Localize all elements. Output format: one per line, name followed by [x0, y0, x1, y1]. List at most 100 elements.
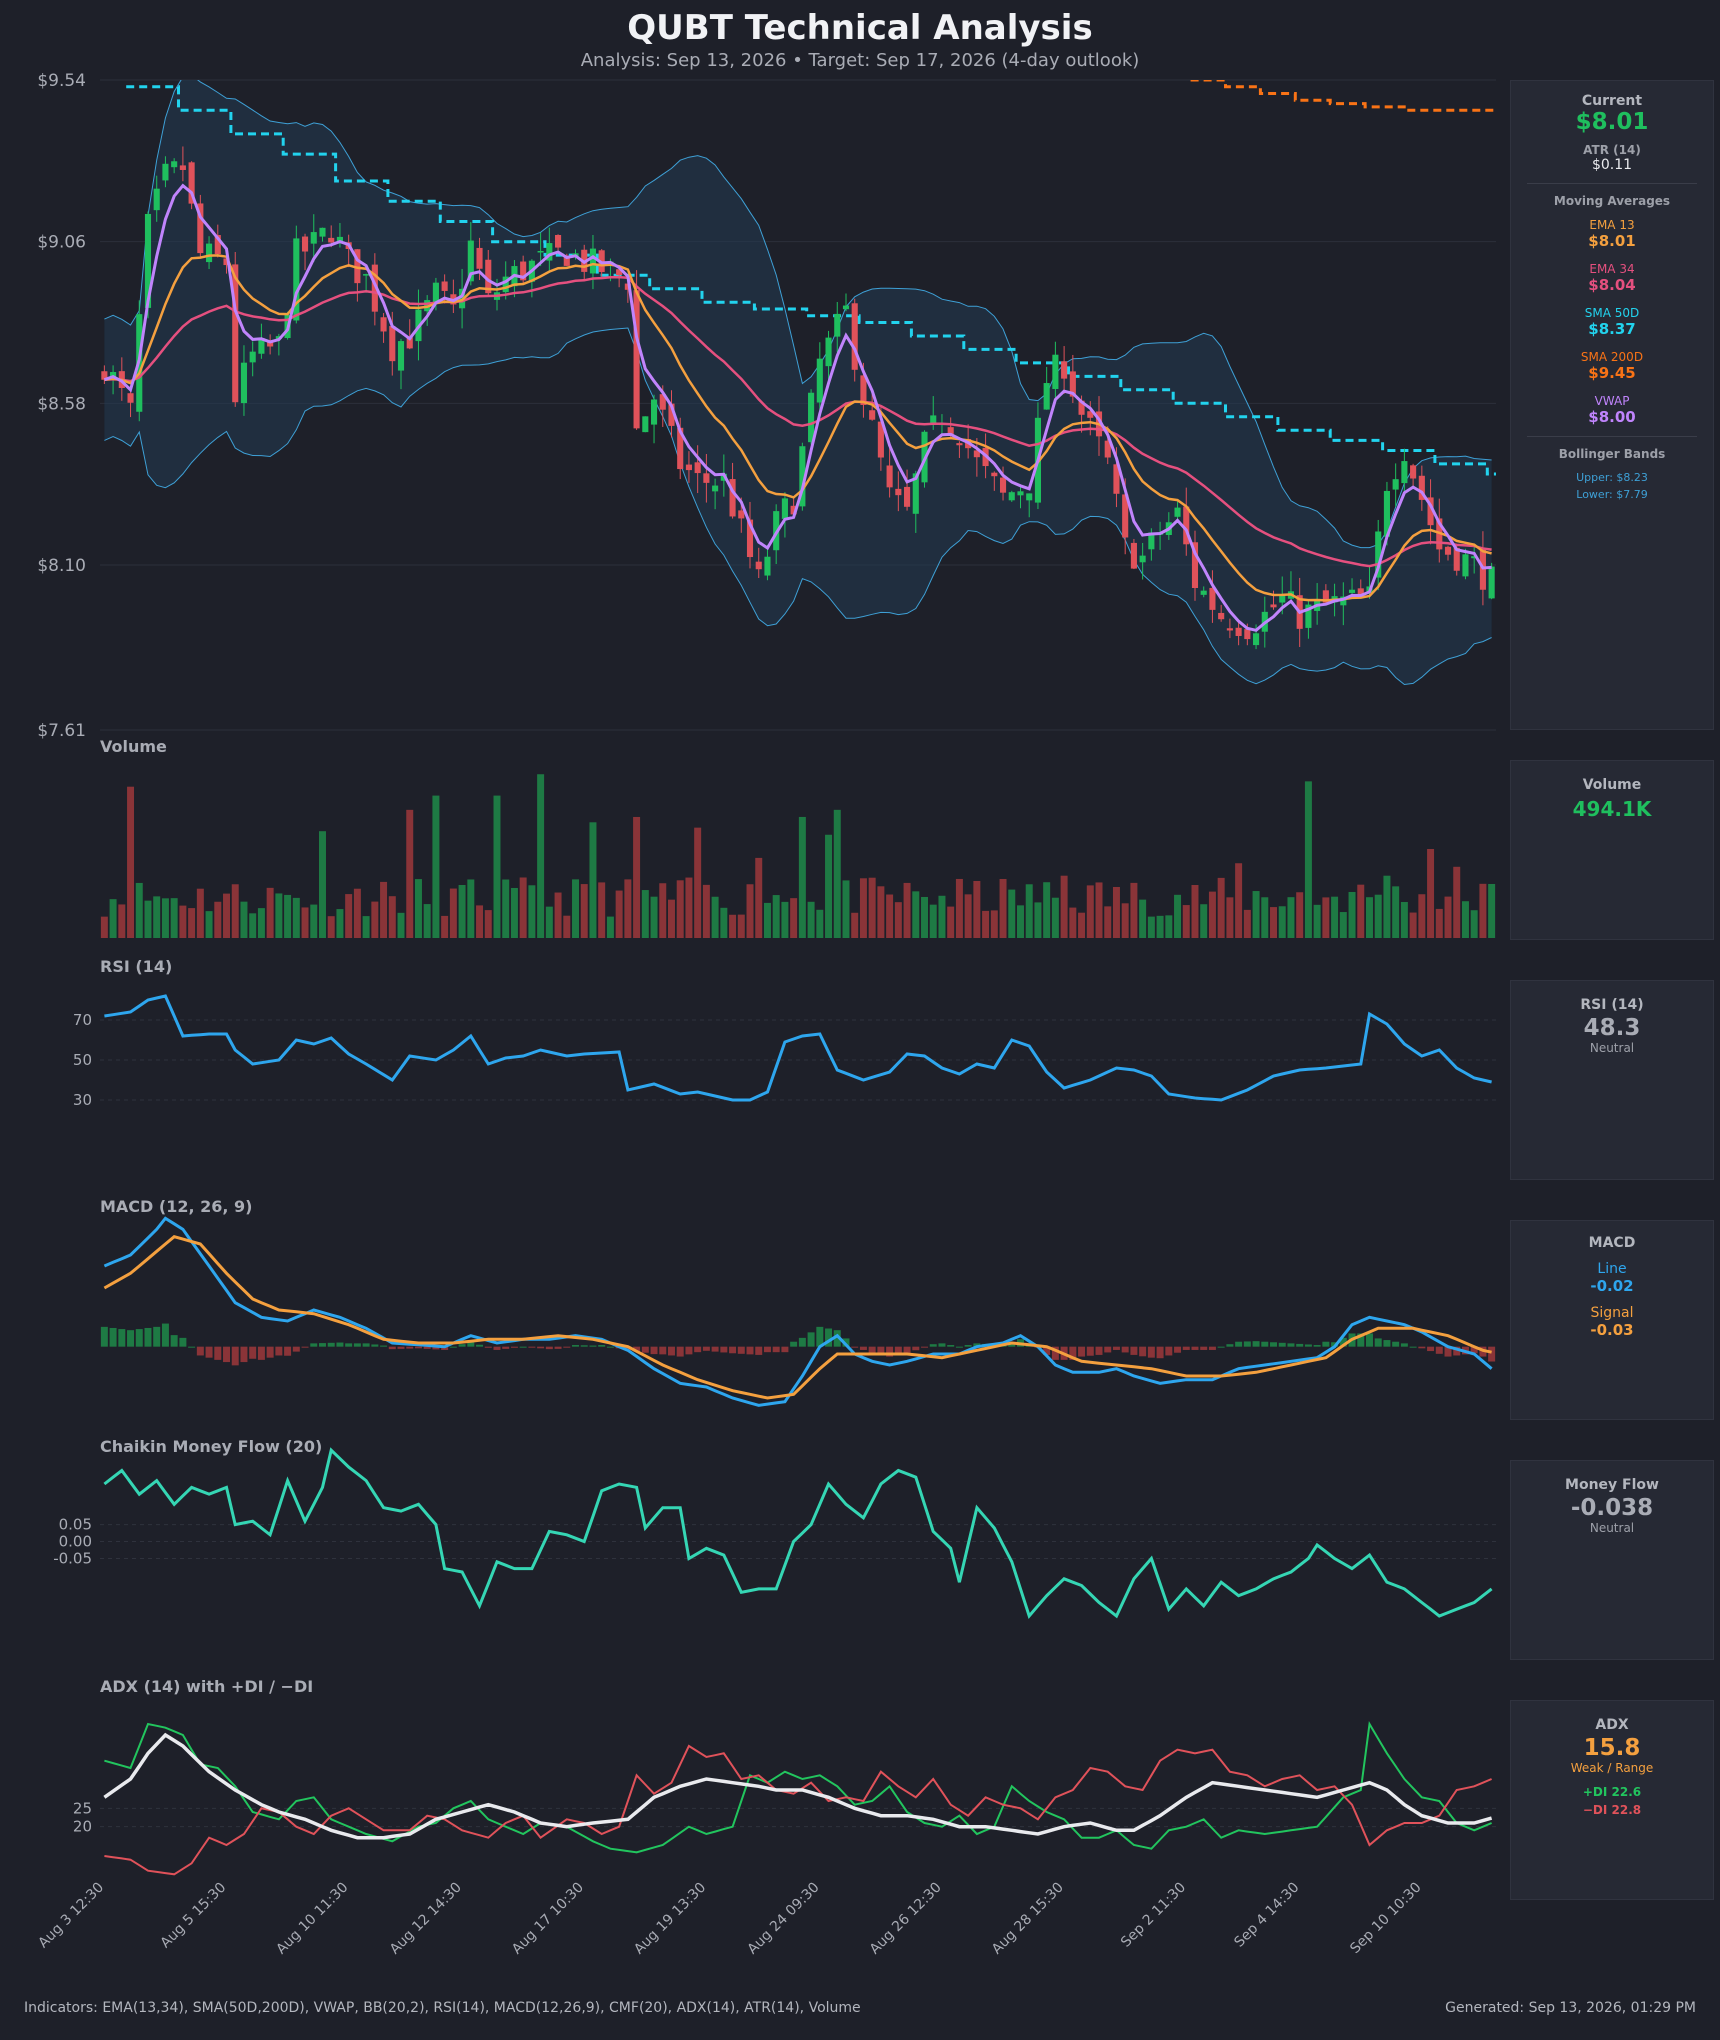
macd-histogram-bar — [929, 1344, 937, 1347]
volume-bar — [1365, 897, 1373, 938]
volume-bar — [999, 878, 1007, 938]
volume-bar — [467, 879, 475, 938]
candle — [1427, 479, 1434, 545]
candle — [301, 233, 309, 271]
macd-histogram-bar — [371, 1344, 379, 1347]
macd-histogram-bar — [257, 1346, 265, 1360]
volume-bar — [903, 882, 911, 938]
candle — [869, 391, 876, 421]
macd-histogram-bar — [737, 1346, 745, 1354]
volume-bar — [676, 880, 684, 938]
macd-histogram-bar — [781, 1346, 789, 1353]
macd-histogram-bar — [484, 1346, 492, 1348]
macd-histogram-bar — [1304, 1344, 1312, 1347]
x-tick-label: Aug 19 13:30 — [631, 1880, 709, 1958]
macd-histogram-bar — [397, 1346, 405, 1349]
macd-histogram-bar — [1156, 1346, 1164, 1359]
volume-bar — [833, 809, 841, 938]
volume-bar — [851, 912, 859, 938]
macd-histogram-bar — [1086, 1346, 1094, 1356]
current-label: Current — [1581, 93, 1643, 109]
macd-histogram-bar — [798, 1337, 806, 1347]
candle — [171, 158, 178, 174]
volume-bar — [144, 900, 152, 938]
volume-bar — [502, 879, 510, 938]
macd-histogram-bar — [1418, 1346, 1426, 1349]
vwap-value: $8.00 — [1588, 408, 1636, 426]
macd-histogram-bar — [755, 1346, 763, 1355]
candle-body — [659, 394, 666, 410]
candle-body — [1104, 440, 1111, 458]
candle-body — [1191, 542, 1199, 589]
macd-histogram-bar — [353, 1343, 361, 1347]
volume-bar — [1357, 884, 1365, 938]
volume-bar — [781, 901, 789, 938]
candle — [956, 441, 963, 458]
volume-bar — [659, 883, 667, 938]
macd-histogram-bar — [868, 1346, 876, 1354]
bollinger-lower-line — [104, 327, 1492, 686]
candle-body — [860, 375, 867, 405]
macd-histogram-bar — [1427, 1346, 1435, 1352]
macd-histogram-bar — [554, 1346, 562, 1349]
candle — [642, 416, 649, 433]
macd-histogram-bar — [720, 1346, 728, 1353]
volume-bar — [964, 894, 972, 938]
candle-body — [555, 234, 562, 248]
macd-panel — [100, 1216, 1496, 1407]
candle — [380, 313, 387, 343]
candle — [834, 302, 841, 353]
macd-histogram-bar — [886, 1346, 894, 1357]
volume-bar — [1025, 884, 1033, 938]
candle-body — [991, 472, 998, 477]
volume-bar — [362, 916, 370, 938]
candle-body — [476, 247, 483, 269]
macd-histogram-bar — [580, 1345, 588, 1347]
candle-body — [842, 305, 850, 310]
candle-body — [1453, 547, 1460, 571]
candle — [153, 175, 160, 222]
volume-bar — [1112, 886, 1120, 938]
candle — [1235, 619, 1242, 646]
macd-histogram-bar — [1174, 1346, 1182, 1353]
volume-bar — [196, 888, 204, 938]
volume-bar — [1008, 889, 1016, 938]
macd-histogram-bar — [214, 1346, 222, 1360]
candle-body — [1244, 629, 1251, 640]
volume-bar — [598, 882, 606, 938]
volume-bar — [318, 831, 326, 938]
candle-body — [1061, 361, 1068, 379]
macd-histogram-bar — [676, 1346, 684, 1357]
volume-bar — [1270, 907, 1278, 938]
candle-body — [1471, 556, 1478, 559]
vwap-label: VWAP — [1594, 394, 1630, 408]
macd-line-value: -0.02 — [1590, 1277, 1634, 1295]
macd-histogram-bar — [729, 1346, 737, 1354]
footer-generated: Generated: Sep 13, 2026, 01:29 PM — [1445, 2000, 1696, 2016]
macd-histogram-bar — [912, 1346, 920, 1351]
macd-histogram-bar — [406, 1346, 414, 1349]
volume-bar — [449, 888, 457, 938]
volume-bar — [1043, 882, 1051, 938]
minus-di-line — [104, 1744, 1492, 1876]
volume-panel — [100, 774, 1496, 938]
volume-bar — [763, 902, 771, 938]
volume-bar — [1200, 904, 1208, 938]
candle — [650, 394, 658, 444]
candle-body — [153, 188, 160, 211]
volume-bar — [441, 915, 449, 938]
candle — [991, 471, 998, 491]
macd-histogram-bar — [144, 1327, 152, 1347]
candle — [1375, 519, 1382, 591]
candle — [685, 451, 692, 483]
macd-histogram-bar — [763, 1346, 771, 1353]
bollinger-band-fill — [104, 80, 1492, 685]
candle — [214, 224, 221, 258]
macd-histogram-bar — [292, 1346, 300, 1352]
volume-bar — [537, 774, 545, 938]
candle — [371, 253, 378, 326]
candle-body — [999, 477, 1007, 493]
candle-body — [336, 236, 343, 243]
volume-bar — [284, 894, 292, 938]
